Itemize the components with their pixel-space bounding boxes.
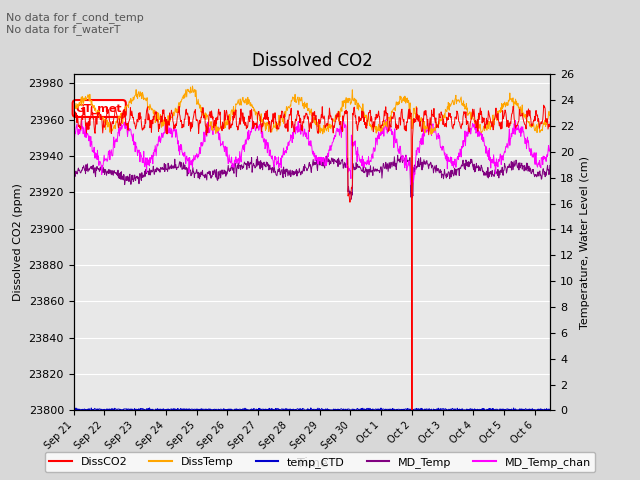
Title: Dissolved CO2: Dissolved CO2 [252, 52, 372, 70]
Text: GT_met: GT_met [76, 103, 122, 114]
Y-axis label: Dissolved CO2 (ppm): Dissolved CO2 (ppm) [13, 183, 23, 301]
Text: No data for f_cond_temp: No data for f_cond_temp [6, 12, 144, 23]
Text: No data for f_waterT: No data for f_waterT [6, 24, 121, 35]
Legend: DissCO2, DissTemp, temp_CTD, MD_Temp, MD_Temp_chan: DissCO2, DissTemp, temp_CTD, MD_Temp, MD… [45, 452, 595, 472]
Y-axis label: Temperature, Water Level (cm): Temperature, Water Level (cm) [580, 156, 590, 329]
X-axis label: Time: Time [296, 457, 328, 470]
